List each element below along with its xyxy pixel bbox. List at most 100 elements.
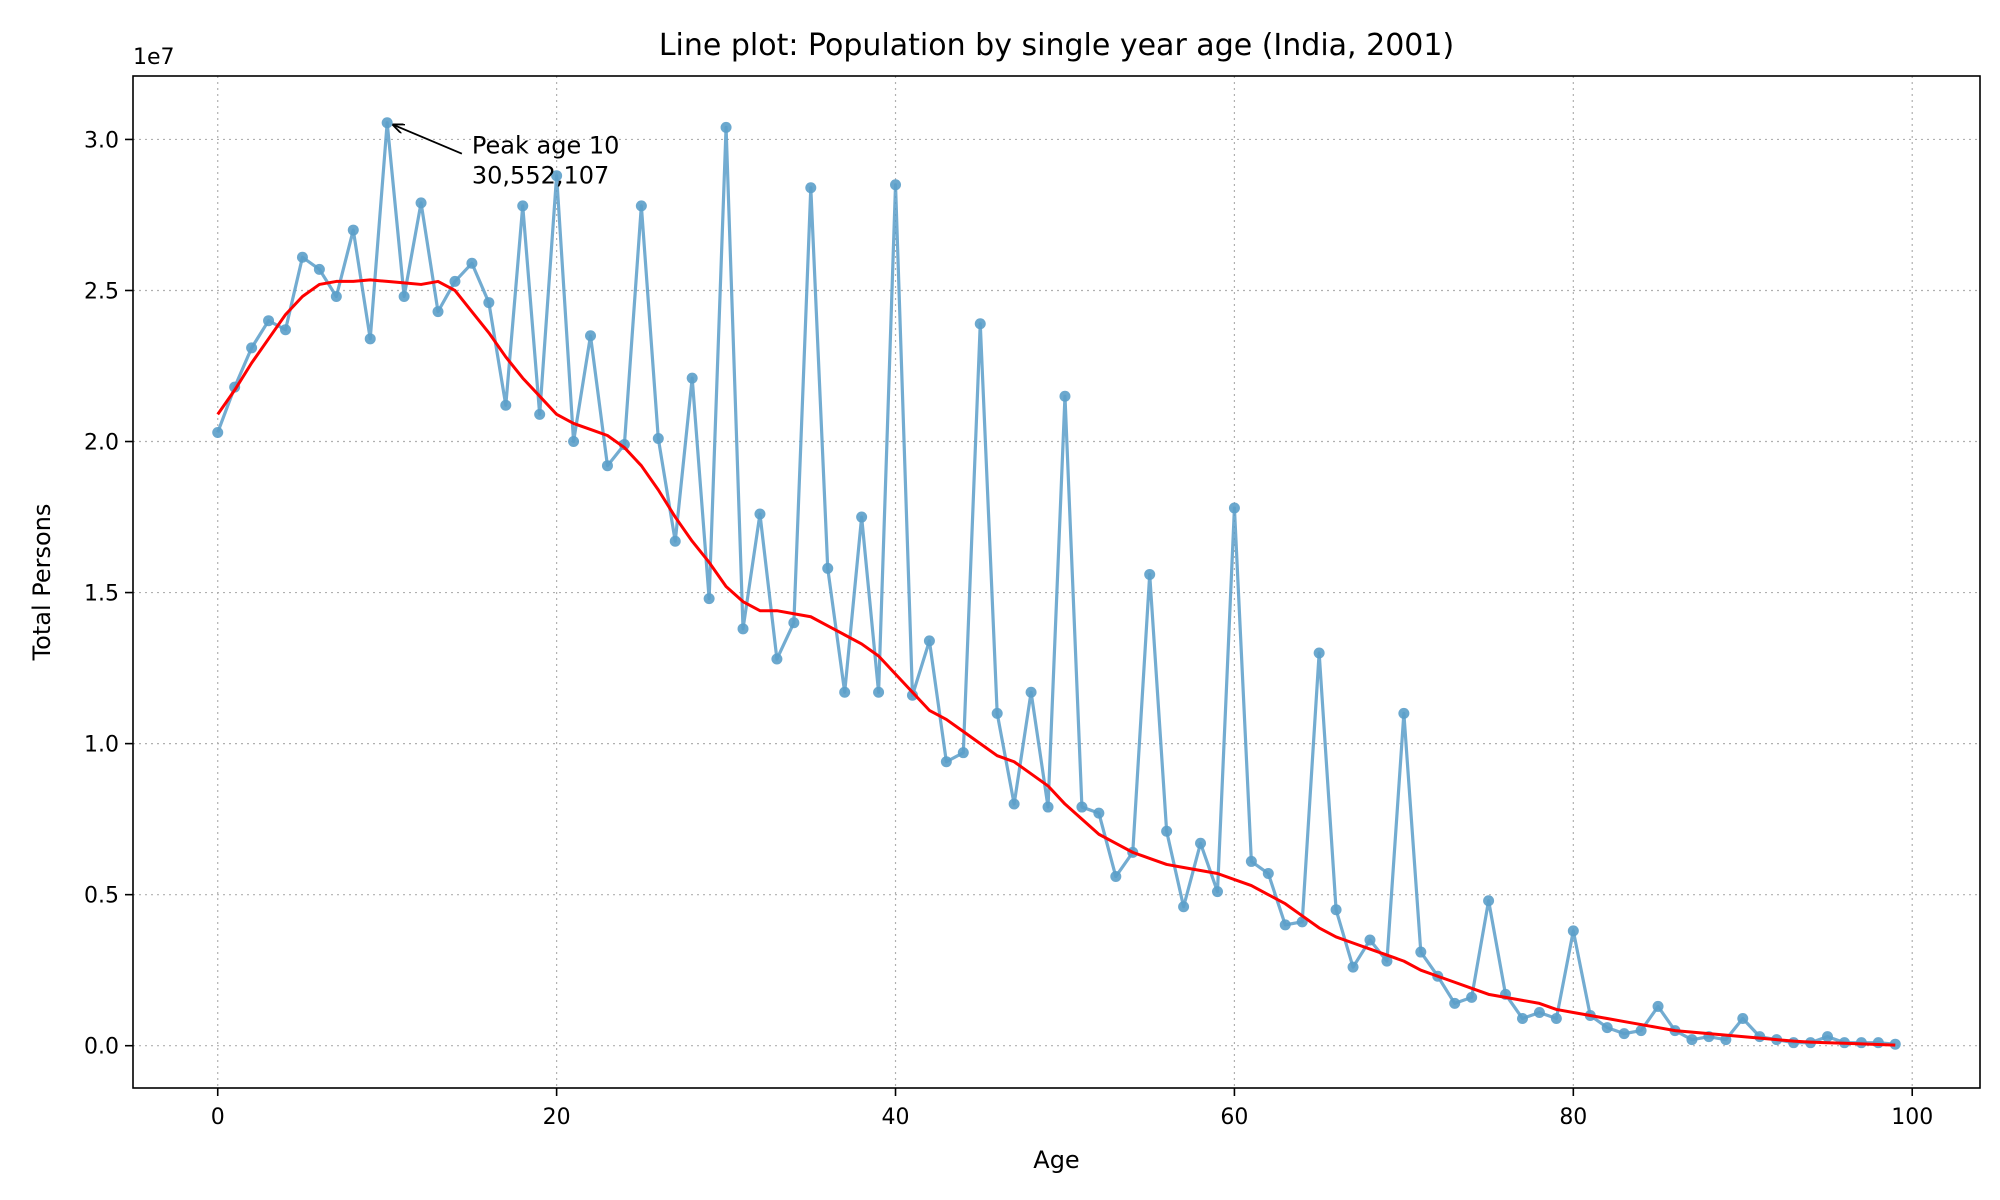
data-point — [839, 686, 851, 698]
chart-title: Line plot: Population by single year age… — [659, 28, 1454, 63]
y-axis-label: Total Persons — [28, 504, 56, 662]
data-point — [415, 197, 427, 209]
y-tick-label: 2.0 — [84, 431, 119, 456]
data-point — [1042, 801, 1054, 813]
data-point — [1313, 647, 1325, 659]
data-point — [1093, 807, 1105, 819]
data-point — [737, 623, 749, 635]
data-point — [1466, 991, 1478, 1003]
grid — [133, 76, 1980, 1088]
data-point — [1483, 895, 1495, 907]
data-point — [1686, 1034, 1698, 1046]
y-tick-label: 0.5 — [84, 884, 119, 909]
data-point — [686, 372, 698, 384]
data-point — [957, 747, 969, 759]
annotation-arrow — [393, 125, 463, 155]
data-point — [1076, 801, 1088, 813]
annotation-value: 30,552,107 — [472, 162, 609, 190]
data-point — [906, 689, 918, 701]
data-point — [1330, 904, 1342, 916]
data-point — [449, 275, 461, 287]
x-tick-label: 100 — [1891, 1105, 1933, 1130]
data-point — [500, 399, 512, 411]
data-point — [1601, 1022, 1613, 1034]
data-point — [1449, 997, 1461, 1009]
data-point — [1720, 1034, 1732, 1046]
data-point — [1381, 955, 1393, 967]
data-point — [923, 635, 935, 647]
data-point — [364, 333, 376, 345]
series-layer — [212, 117, 1901, 1050]
data-point — [263, 315, 275, 327]
data-point — [1652, 1000, 1664, 1012]
data-point — [381, 117, 393, 129]
data-point — [1872, 1037, 1884, 1049]
data-point — [1618, 1028, 1630, 1040]
data-point — [754, 508, 766, 520]
data-point — [280, 324, 292, 336]
data-point — [822, 562, 834, 574]
y-tick-label: 0.0 — [84, 1035, 119, 1060]
data-point — [1110, 871, 1122, 883]
data-point — [703, 593, 715, 605]
data-point — [330, 291, 342, 303]
y-tick-label: 3.0 — [84, 128, 119, 153]
x-axis-label: Age — [1033, 1146, 1079, 1174]
annotation-label: Peak age 10 — [472, 132, 619, 160]
data-point — [720, 121, 732, 133]
x-tick-label: 80 — [1559, 1105, 1587, 1130]
data-point — [517, 200, 529, 212]
y-tick-label: 1.5 — [84, 582, 119, 607]
data-point — [246, 342, 258, 354]
data-point — [296, 251, 308, 263]
data-point — [1059, 390, 1071, 402]
data-point — [432, 306, 444, 318]
x-tick-label: 60 — [1220, 1105, 1248, 1130]
smoothed-trend-line — [216, 278, 1896, 1047]
data-point — [568, 436, 580, 448]
population-series-line — [216, 121, 1896, 1046]
data-point — [483, 297, 495, 309]
data-point — [635, 200, 647, 212]
data-point — [1398, 707, 1410, 719]
data-point — [805, 182, 817, 194]
data-point — [669, 535, 681, 547]
data-point — [771, 653, 783, 665]
data-point — [1550, 1013, 1562, 1025]
data-point — [890, 179, 902, 191]
data-point — [534, 408, 546, 420]
data-point — [212, 426, 224, 438]
data-point — [347, 224, 359, 236]
data-point — [1211, 886, 1223, 898]
data-point — [1262, 868, 1274, 880]
data-point — [1533, 1006, 1545, 1018]
data-point — [1161, 825, 1173, 837]
data-point — [1025, 686, 1037, 698]
data-point — [940, 756, 952, 768]
data-point — [466, 257, 478, 269]
x-axis: 0 20 40 60 80 100 — [211, 1088, 1933, 1130]
y-axis-scale-label: 1e7 — [133, 45, 175, 70]
data-point — [873, 686, 885, 698]
data-point — [313, 263, 325, 275]
data-point — [1279, 919, 1291, 931]
data-point — [1364, 934, 1376, 946]
data-point — [1144, 568, 1156, 580]
data-point — [601, 460, 613, 472]
data-point — [1821, 1031, 1833, 1043]
y-axis: 0.0 0.5 1.0 1.5 2.0 2.5 3.0 — [84, 128, 133, 1060]
data-point — [551, 170, 563, 182]
x-tick-label: 0 — [211, 1105, 225, 1130]
data-point — [398, 291, 410, 303]
data-point — [1195, 837, 1207, 849]
data-point — [1347, 961, 1359, 973]
data-point — [991, 707, 1003, 719]
data-point — [1635, 1025, 1647, 1037]
y-tick-label: 2.5 — [84, 279, 119, 304]
plot-frame — [132, 75, 1981, 1089]
peak-annotation: Peak age 10 30,552,107 — [393, 125, 619, 190]
data-point — [856, 511, 868, 523]
data-point — [1228, 502, 1240, 514]
